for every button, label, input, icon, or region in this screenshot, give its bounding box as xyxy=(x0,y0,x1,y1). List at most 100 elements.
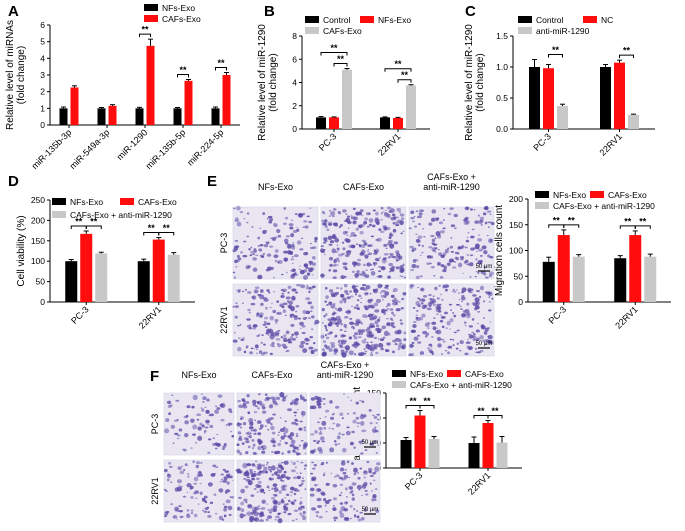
stained-cell xyxy=(358,243,361,247)
stained-cell xyxy=(470,247,475,251)
stained-cell xyxy=(318,449,323,454)
bar xyxy=(135,108,144,125)
stained-cell xyxy=(266,322,271,326)
stained-cell xyxy=(431,351,434,354)
stained-cell xyxy=(280,336,283,339)
stained-cell xyxy=(386,317,389,320)
stained-cell xyxy=(291,262,294,264)
stained-cell xyxy=(308,220,313,224)
stained-cell xyxy=(367,252,373,256)
stained-cell xyxy=(254,465,257,467)
stained-cell xyxy=(304,225,309,229)
stained-cell xyxy=(477,234,481,236)
stained-cell xyxy=(433,243,438,246)
stained-cell xyxy=(417,286,420,289)
stained-cell xyxy=(283,309,285,311)
micrograph-column-header: NFs-Exo xyxy=(258,182,293,192)
stained-cell xyxy=(393,241,399,245)
stained-cell xyxy=(357,273,362,276)
stained-cell xyxy=(257,274,263,280)
stained-cell xyxy=(348,244,353,249)
stained-cell xyxy=(359,231,364,235)
stained-cell xyxy=(303,220,308,223)
stained-cell xyxy=(417,244,421,247)
stained-cell xyxy=(269,334,275,340)
stained-cell xyxy=(245,401,250,404)
stained-cell xyxy=(444,288,448,292)
stained-cell xyxy=(250,473,255,478)
y-tick-label: 200 xyxy=(509,194,523,204)
stained-cell xyxy=(223,443,227,446)
stained-cell xyxy=(341,339,347,345)
significance-bracket xyxy=(139,33,151,38)
stained-cell xyxy=(361,483,367,489)
stained-cell xyxy=(399,342,403,345)
stained-cell xyxy=(379,343,382,345)
stained-cell xyxy=(336,247,340,251)
stained-cell xyxy=(440,314,443,316)
stained-cell xyxy=(324,225,328,229)
stained-cell xyxy=(357,299,360,302)
stained-cell xyxy=(341,252,345,256)
stained-cell xyxy=(423,304,428,308)
y-tick-label: 100 xyxy=(509,246,523,256)
stained-cell xyxy=(409,283,415,287)
stained-cell xyxy=(299,321,304,326)
stained-cell xyxy=(395,308,401,312)
stained-cell xyxy=(246,476,249,479)
stained-cell xyxy=(328,268,331,272)
y-tick-label: 0.0 xyxy=(496,124,508,134)
stained-cell xyxy=(426,255,432,259)
stained-cell xyxy=(464,206,470,211)
stained-cell xyxy=(232,339,238,343)
stained-cell xyxy=(308,260,313,265)
stained-cell xyxy=(367,345,373,351)
stained-cell xyxy=(452,312,455,314)
stained-cell xyxy=(327,499,332,502)
stained-cell xyxy=(164,428,170,434)
stained-cell xyxy=(430,346,433,348)
stained-cell xyxy=(296,475,301,480)
stained-cell xyxy=(327,322,333,327)
significance-bracket xyxy=(487,415,503,419)
stained-cell xyxy=(301,477,304,479)
stained-cell xyxy=(388,237,391,239)
stained-cell xyxy=(386,322,391,327)
stained-cell xyxy=(183,448,187,452)
x-tick-label: PC-3 xyxy=(547,304,569,326)
scale-bar-label: 50 µm xyxy=(362,440,379,446)
stained-cell xyxy=(349,290,352,293)
stained-cell xyxy=(243,514,246,517)
stained-cell xyxy=(232,305,237,308)
y-axis-label: (fold change) xyxy=(16,46,27,104)
stained-cell xyxy=(369,292,372,295)
stained-cell xyxy=(466,314,471,319)
stained-cell xyxy=(247,503,253,509)
stained-cell xyxy=(223,514,227,518)
micrograph-row-label: PC-3 xyxy=(219,233,229,254)
stained-cell xyxy=(360,421,365,426)
stained-cell xyxy=(249,432,252,435)
stained-cell xyxy=(389,317,393,321)
stained-cell xyxy=(260,341,263,345)
stained-cell xyxy=(346,234,349,236)
stained-cell xyxy=(321,440,325,443)
stained-cell xyxy=(346,426,350,429)
stained-cell xyxy=(336,287,340,289)
stained-cell xyxy=(295,435,299,438)
stained-cell xyxy=(295,432,299,436)
micrograph-column-header: CAFs-Exo xyxy=(251,370,292,380)
stained-cell xyxy=(464,246,468,249)
stained-cell xyxy=(260,507,266,510)
stained-cell xyxy=(269,403,274,408)
stained-cell xyxy=(274,259,278,263)
stained-cell xyxy=(259,227,262,229)
stained-cell xyxy=(285,330,290,335)
stained-cell xyxy=(372,508,375,511)
stained-cell xyxy=(353,507,356,511)
stained-cell xyxy=(373,347,377,349)
stained-cell xyxy=(486,327,490,330)
stained-cell xyxy=(323,219,328,223)
micrograph-image xyxy=(236,391,309,456)
stained-cell xyxy=(363,348,366,350)
